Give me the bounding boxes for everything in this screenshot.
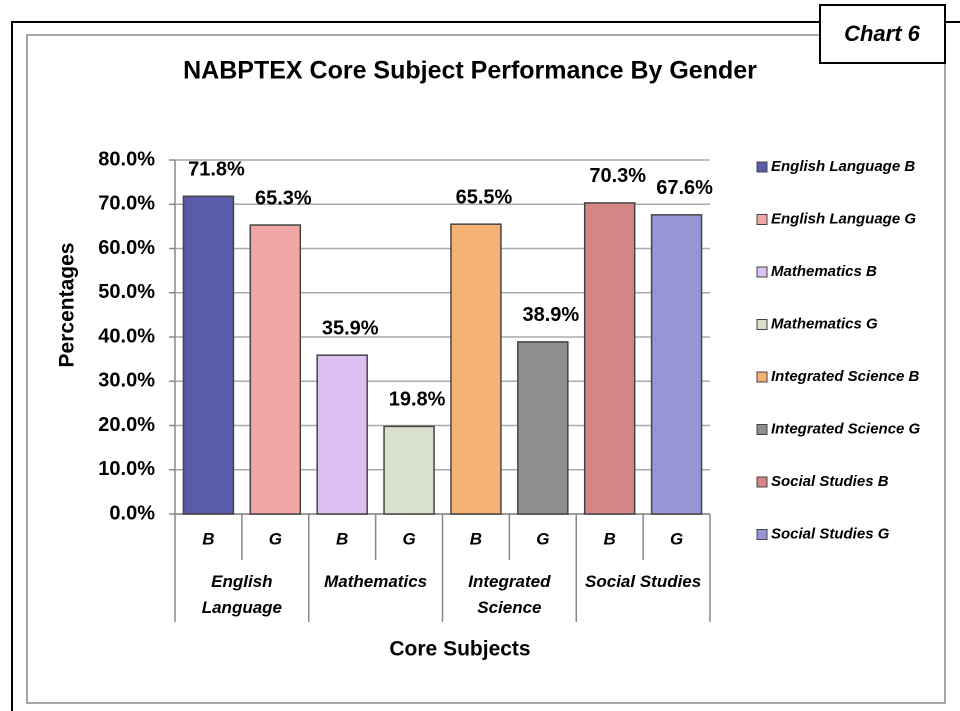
outer-frame [11, 21, 960, 711]
data-label: 67.6% [656, 177, 713, 199]
legend-swatch [756, 424, 768, 435]
chart-title: NABPTEX Core Subject Performance By Gend… [183, 57, 757, 85]
legend-swatch [756, 319, 768, 330]
bar [182, 195, 235, 515]
y-tick-label: 20.0% [98, 414, 155, 436]
legend-label: Integrated Science G [771, 420, 921, 437]
data-label: 65.5% [456, 186, 513, 208]
legend-swatch [756, 214, 768, 225]
legend-swatch [756, 266, 768, 278]
legend-swatch [756, 371, 768, 383]
legend-swatch [756, 161, 768, 173]
bar [383, 425, 435, 515]
group-label: Social Studies [585, 572, 702, 591]
y-tick-label: 50.0% [98, 281, 155, 303]
y-tick-label: 80.0% [98, 148, 155, 170]
bar [316, 354, 368, 515]
data-label: 71.8% [188, 159, 245, 181]
data-label: 19.8% [389, 389, 446, 411]
group-label: English Language [201, 572, 283, 617]
x-axis-title: Core Subjects [389, 638, 530, 661]
x-tick-label: G [402, 529, 415, 548]
legend-label: English Language G [771, 210, 916, 227]
y-axis-title: Percentages [56, 243, 79, 368]
legend-label: Mathematics B [771, 263, 877, 280]
data-label: 38.9% [522, 304, 579, 326]
badge: Chart 6 [844, 21, 921, 46]
legend-label: Social Studies G [771, 525, 890, 542]
bar [517, 341, 569, 515]
x-tick-label: G [536, 529, 549, 548]
x-tick-label: B [336, 529, 348, 548]
group-label: Mathematics [324, 572, 428, 591]
y-tick-label: 10.0% [98, 458, 155, 480]
bar [583, 202, 636, 515]
bar [249, 224, 302, 515]
y-tick-label: 60.0% [98, 237, 155, 259]
x-tick-label: B [604, 529, 616, 548]
data-label: 65.3% [255, 187, 312, 209]
legend-label: English Language B [771, 158, 915, 175]
x-tick-label: B [202, 529, 214, 548]
legend-label: Social Studies B [771, 473, 889, 490]
y-tick-label: 40.0% [98, 325, 155, 347]
y-tick-label: 30.0% [98, 370, 155, 392]
y-tick-label: 0.0% [109, 502, 155, 524]
x-tick-label: G [670, 529, 683, 548]
group-label: Integrated Science [468, 572, 551, 617]
legend-swatch [756, 476, 768, 488]
data-label: 35.9% [322, 317, 379, 339]
bar [650, 214, 703, 515]
data-label: 70.3% [589, 165, 646, 187]
legend-label: Integrated Science B [771, 368, 920, 385]
x-tick-label: G [269, 529, 282, 548]
badge-box [819, 4, 946, 64]
y-tick-label: 70.0% [98, 193, 155, 215]
x-tick-label: B [470, 529, 482, 548]
legend-label: Mathematics G [771, 315, 878, 332]
legend-swatch [756, 529, 768, 540]
bar [450, 223, 502, 515]
